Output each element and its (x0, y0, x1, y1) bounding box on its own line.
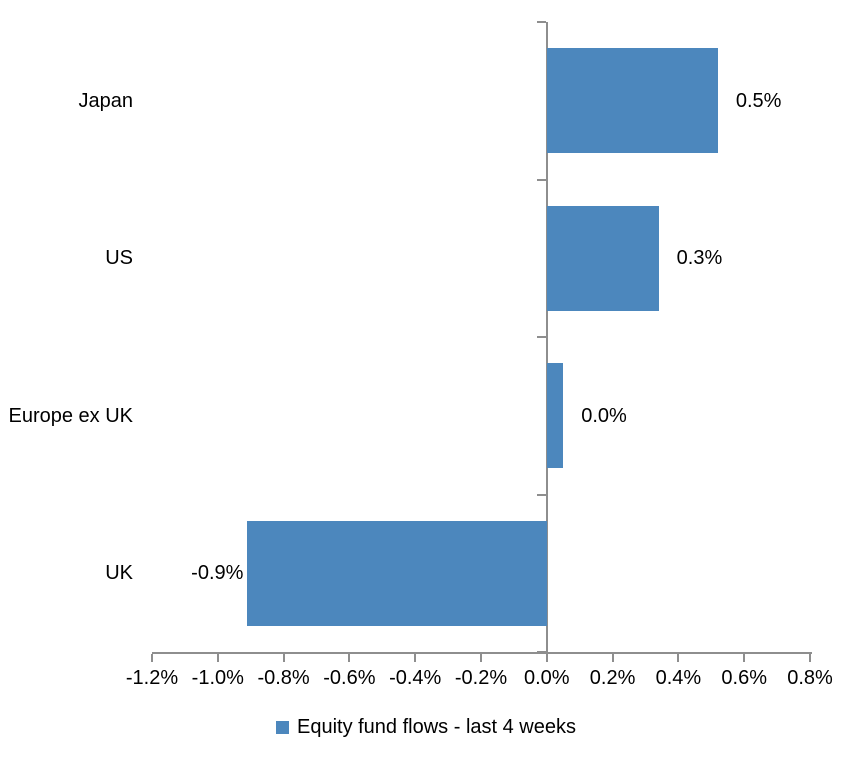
bar-uk (247, 520, 547, 626)
x-axis-tick (480, 654, 482, 662)
category-label: UK (105, 562, 133, 585)
x-axis-tick-label: -1.2% (125, 667, 179, 689)
y-axis-tick (536, 336, 546, 338)
legend: Equity fund flows - last 4 weeks (0, 716, 852, 738)
x-axis-tick-label: 0.0% (524, 667, 570, 689)
x-axis-tick (611, 654, 614, 662)
x-axis-tick-label: 0.4% (655, 667, 702, 689)
x-axis-tick (677, 654, 680, 662)
x-axis-tick (151, 654, 153, 662)
x-axis-tick (545, 654, 548, 662)
x-axis-tick-label: 0.2% (589, 667, 636, 689)
x-axis-tick (348, 654, 351, 662)
x-axis-line (152, 652, 812, 654)
data-label: 0.3% (676, 247, 723, 270)
bar-europe-ex-uk (546, 363, 564, 469)
category-label: US (105, 247, 133, 270)
data-label: 0.0% (581, 404, 627, 427)
x-axis-tick (216, 654, 219, 662)
x-axis-tick-label: -0.6% (323, 667, 376, 689)
legend-series-label: Equity fund flows - last 4 weeks (296, 716, 576, 738)
x-axis-tick-label: -0.8% (257, 667, 310, 689)
x-axis-tick-label: 0.8% (787, 667, 833, 689)
y-axis-tick (536, 493, 546, 496)
x-axis-tick-label: 0.6% (721, 667, 767, 689)
y-axis-line (545, 22, 548, 662)
data-label: 0.5% (735, 89, 782, 112)
y-axis-tick (536, 178, 546, 181)
x-axis-tick (414, 654, 417, 662)
x-axis-tick (282, 654, 285, 662)
x-axis-tick (809, 654, 811, 662)
category-label: Japan (78, 89, 134, 112)
category-label: Europe ex UK (8, 404, 133, 427)
data-label: -0.9% (191, 562, 244, 585)
y-axis-tick (536, 21, 546, 23)
bar-us (546, 205, 659, 311)
x-axis-tick (743, 654, 746, 662)
bar-japan (546, 48, 718, 154)
x-axis-tick-label: -1.0% (191, 667, 244, 689)
legend-marker-icon (275, 720, 289, 734)
x-axis-tick-label: -0.4% (389, 667, 442, 689)
x-axis-tick-label: -0.2% (454, 667, 508, 689)
